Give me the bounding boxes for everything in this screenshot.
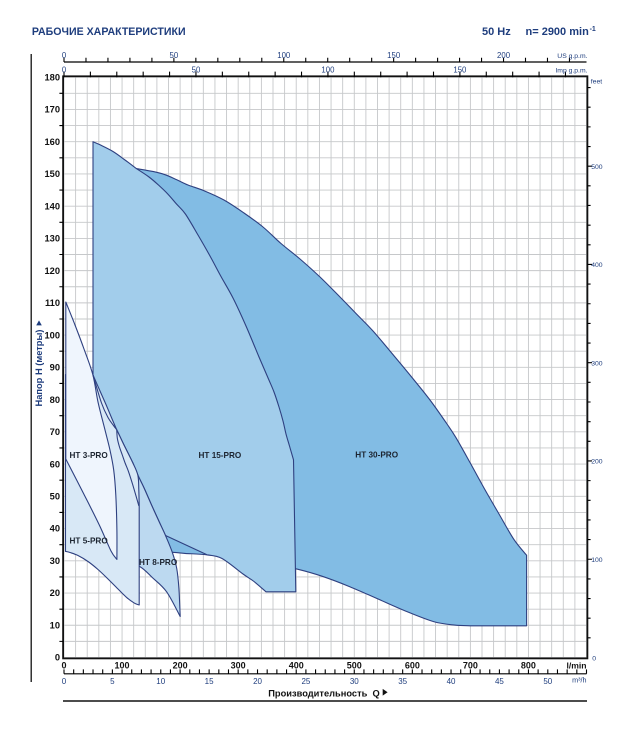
svg-text:20: 20 xyxy=(50,588,60,598)
svg-text:500: 500 xyxy=(347,660,362,670)
svg-text:600: 600 xyxy=(405,660,420,670)
svg-text:0: 0 xyxy=(61,660,66,670)
svg-text:800: 800 xyxy=(521,660,536,670)
svg-text:50: 50 xyxy=(543,677,552,686)
svg-text:Imp g.p.m.: Imp g.p.m. xyxy=(555,67,587,74)
svg-text:40: 40 xyxy=(447,677,456,686)
svg-text:0: 0 xyxy=(55,653,60,663)
svg-text:0: 0 xyxy=(62,51,67,60)
svg-text:200: 200 xyxy=(497,51,511,60)
svg-text:n= 2900 min: n= 2900 min xyxy=(526,26,590,38)
svg-text:0: 0 xyxy=(62,65,67,74)
svg-text:150: 150 xyxy=(44,169,60,179)
svg-text:150: 150 xyxy=(387,51,401,60)
svg-text:10: 10 xyxy=(50,620,60,630)
svg-text:70: 70 xyxy=(50,427,60,437)
svg-text:HT 15-PRO: HT 15-PRO xyxy=(199,451,242,460)
svg-text:Производительность Q: Производительность Q xyxy=(268,688,380,698)
svg-text:50 Hz: 50 Hz xyxy=(482,26,511,38)
svg-text:-1: -1 xyxy=(590,26,596,33)
svg-text:HT 30-PRO: HT 30-PRO xyxy=(355,451,398,460)
svg-text:25: 25 xyxy=(301,677,310,686)
svg-text:140: 140 xyxy=(44,201,60,211)
svg-text:Напор Н (метры): Напор Н (метры) xyxy=(34,329,44,406)
svg-text:60: 60 xyxy=(50,459,60,469)
svg-text:300: 300 xyxy=(591,360,603,367)
svg-text:45: 45 xyxy=(495,677,504,686)
svg-text:5: 5 xyxy=(110,677,115,686)
svg-text:130: 130 xyxy=(44,234,60,244)
svg-text:300: 300 xyxy=(231,660,246,670)
svg-text:110: 110 xyxy=(45,298,60,308)
svg-text:100: 100 xyxy=(277,51,291,60)
svg-text:35: 35 xyxy=(398,677,407,686)
svg-text:90: 90 xyxy=(50,363,60,373)
svg-text:0: 0 xyxy=(592,655,596,662)
svg-text:l/min: l/min xyxy=(566,660,586,670)
svg-text:10: 10 xyxy=(156,677,165,686)
svg-text:50: 50 xyxy=(192,65,201,74)
svg-text:40: 40 xyxy=(50,524,60,534)
svg-text:HT 8-PRO: HT 8-PRO xyxy=(139,558,178,567)
svg-text:0: 0 xyxy=(62,677,67,686)
svg-text:180: 180 xyxy=(44,72,60,82)
svg-text:feet: feet xyxy=(591,78,602,85)
svg-text:100: 100 xyxy=(115,660,130,670)
svg-text:100: 100 xyxy=(591,557,603,564)
svg-text:700: 700 xyxy=(463,660,478,670)
svg-text:100: 100 xyxy=(44,330,60,340)
svg-text:m³/h: m³/h xyxy=(572,676,586,685)
svg-text:80: 80 xyxy=(50,395,60,405)
svg-text:30: 30 xyxy=(50,556,60,566)
svg-text:200: 200 xyxy=(173,660,188,670)
svg-text:500: 500 xyxy=(591,164,603,171)
svg-text:US g.p.m.: US g.p.m. xyxy=(557,53,587,60)
svg-text:50: 50 xyxy=(50,492,60,502)
svg-text:150: 150 xyxy=(453,65,467,74)
svg-text:30: 30 xyxy=(350,677,359,686)
svg-text:400: 400 xyxy=(591,262,603,269)
svg-text:170: 170 xyxy=(44,105,60,115)
svg-text:120: 120 xyxy=(44,266,60,276)
svg-text:HT 5-PRO: HT 5-PRO xyxy=(70,537,109,546)
svg-text:50: 50 xyxy=(170,51,179,60)
svg-text:HT 3-PRO: HT 3-PRO xyxy=(70,451,109,460)
svg-text:РАБОЧИЕ ХАРАКТЕРИСТИКИ: РАБОЧИЕ ХАРАКТЕРИСТИКИ xyxy=(32,26,186,38)
svg-text:160: 160 xyxy=(44,137,60,147)
svg-text:20: 20 xyxy=(253,677,262,686)
svg-text:15: 15 xyxy=(205,677,214,686)
svg-text:200: 200 xyxy=(591,459,603,466)
svg-text:400: 400 xyxy=(289,660,304,670)
svg-text:100: 100 xyxy=(321,65,335,74)
